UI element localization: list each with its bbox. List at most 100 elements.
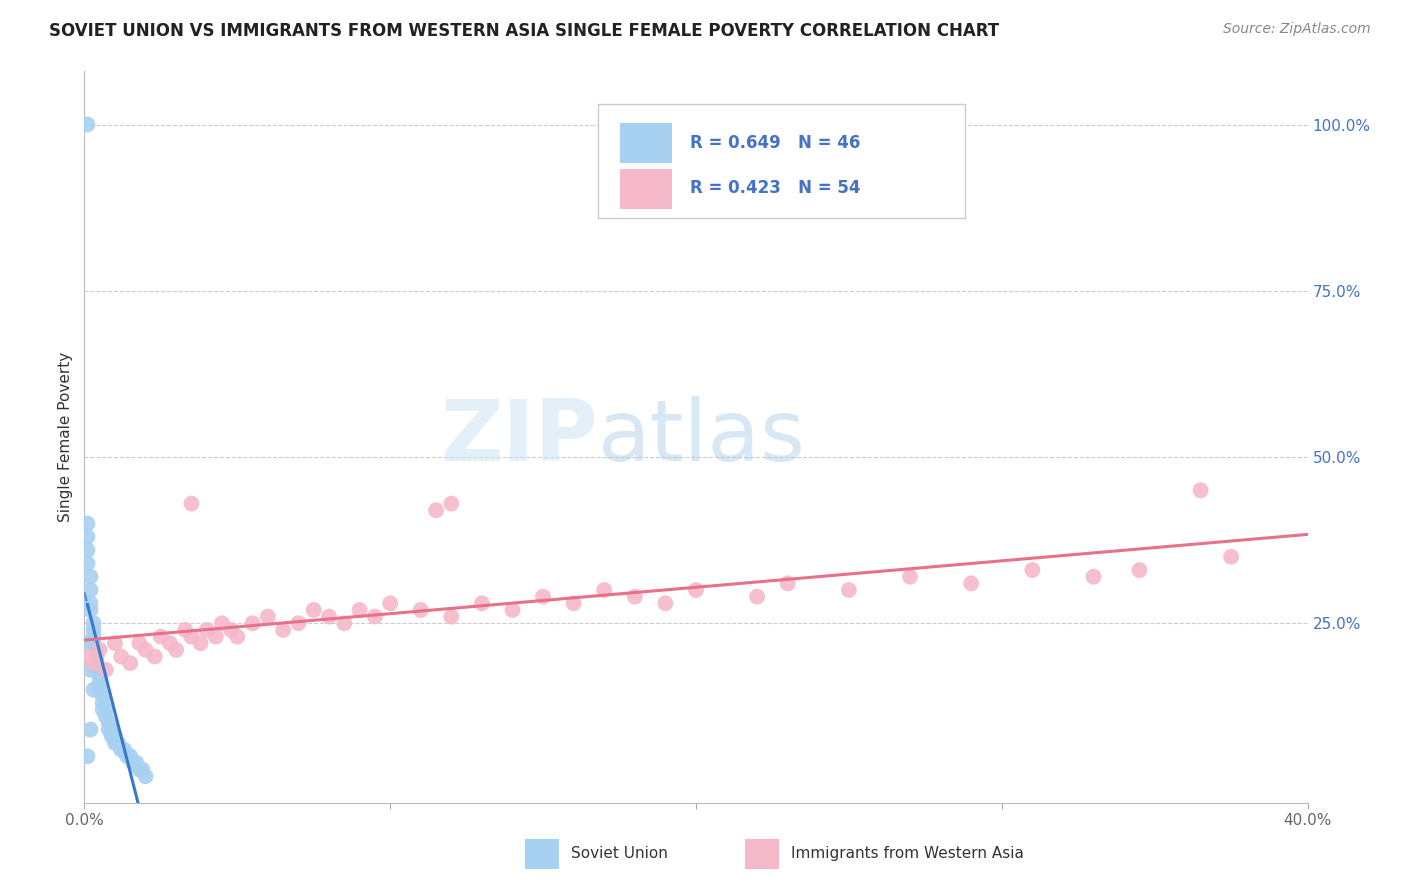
Point xyxy=(120,749,142,764)
Point xyxy=(76,530,98,544)
Point xyxy=(89,682,111,697)
Point xyxy=(143,649,166,664)
Point xyxy=(86,649,108,664)
Point xyxy=(180,497,202,511)
Text: Immigrants from Western Asia: Immigrants from Western Asia xyxy=(792,846,1024,861)
Point xyxy=(440,497,463,511)
Point xyxy=(333,616,356,631)
Point xyxy=(76,516,98,531)
Point xyxy=(94,703,117,717)
Text: ZIP: ZIP xyxy=(440,395,598,479)
Point xyxy=(409,603,432,617)
Point xyxy=(76,749,98,764)
Point xyxy=(79,570,101,584)
Point xyxy=(83,616,105,631)
Point xyxy=(562,596,585,610)
Point xyxy=(83,656,105,670)
Bar xyxy=(620,169,672,209)
Point xyxy=(440,609,463,624)
Point xyxy=(898,570,921,584)
Point xyxy=(318,609,340,624)
Point xyxy=(115,749,138,764)
Point xyxy=(89,676,111,690)
Point xyxy=(76,636,98,650)
Point xyxy=(159,636,181,650)
Bar xyxy=(745,839,779,869)
Point xyxy=(287,616,309,631)
Point xyxy=(125,756,148,770)
Point xyxy=(364,609,387,624)
Point xyxy=(83,630,105,644)
Point xyxy=(226,630,249,644)
Point xyxy=(502,603,524,617)
Point xyxy=(79,582,101,597)
Point xyxy=(94,709,117,723)
Point xyxy=(79,596,101,610)
Point xyxy=(86,663,108,677)
Point xyxy=(104,636,127,650)
Bar xyxy=(524,839,560,869)
Point xyxy=(180,630,202,644)
Point xyxy=(86,643,108,657)
Point xyxy=(76,118,98,132)
Text: Soviet Union: Soviet Union xyxy=(571,846,668,861)
Point xyxy=(271,623,294,637)
Point xyxy=(776,576,799,591)
Point xyxy=(211,616,233,631)
Point xyxy=(531,590,554,604)
Point xyxy=(1189,483,1212,498)
Point xyxy=(242,616,264,631)
Point xyxy=(76,557,98,571)
Point xyxy=(131,763,153,777)
Point xyxy=(79,603,101,617)
Point xyxy=(128,763,150,777)
Y-axis label: Single Female Poverty: Single Female Poverty xyxy=(58,352,73,522)
Point xyxy=(83,682,105,697)
Point xyxy=(86,656,108,670)
Point xyxy=(149,630,172,644)
Point xyxy=(685,582,707,597)
Point xyxy=(380,596,402,610)
Point xyxy=(135,769,157,783)
Point xyxy=(190,636,212,650)
Point xyxy=(89,669,111,683)
Point xyxy=(120,656,142,670)
Point xyxy=(97,723,120,737)
Point xyxy=(97,716,120,731)
Point xyxy=(110,742,132,756)
Point xyxy=(747,590,769,604)
Point xyxy=(205,630,228,644)
Point xyxy=(79,723,101,737)
Point xyxy=(128,636,150,650)
Point xyxy=(1220,549,1243,564)
Point xyxy=(91,696,114,710)
Point xyxy=(104,736,127,750)
Point xyxy=(76,649,98,664)
Point xyxy=(83,636,105,650)
Text: R = 0.649   N = 46: R = 0.649 N = 46 xyxy=(690,134,860,152)
Point xyxy=(122,756,145,770)
Point xyxy=(76,543,98,558)
Point xyxy=(101,729,124,743)
Point xyxy=(593,582,616,597)
Point xyxy=(79,663,101,677)
Text: Source: ZipAtlas.com: Source: ZipAtlas.com xyxy=(1223,22,1371,37)
Point xyxy=(89,643,111,657)
Point xyxy=(101,723,124,737)
Point xyxy=(1128,563,1150,577)
Point xyxy=(425,503,447,517)
Text: SOVIET UNION VS IMMIGRANTS FROM WESTERN ASIA SINGLE FEMALE POVERTY CORRELATION C: SOVIET UNION VS IMMIGRANTS FROM WESTERN … xyxy=(49,22,1000,40)
Point xyxy=(219,623,242,637)
FancyBboxPatch shape xyxy=(598,104,965,218)
Point xyxy=(195,623,218,637)
Point xyxy=(349,603,371,617)
Point xyxy=(471,596,494,610)
Point xyxy=(104,729,127,743)
Point xyxy=(94,663,117,677)
Point xyxy=(91,703,114,717)
Point xyxy=(960,576,983,591)
Point xyxy=(257,609,280,624)
Point xyxy=(135,643,157,657)
Point xyxy=(302,603,325,617)
Point xyxy=(112,742,135,756)
